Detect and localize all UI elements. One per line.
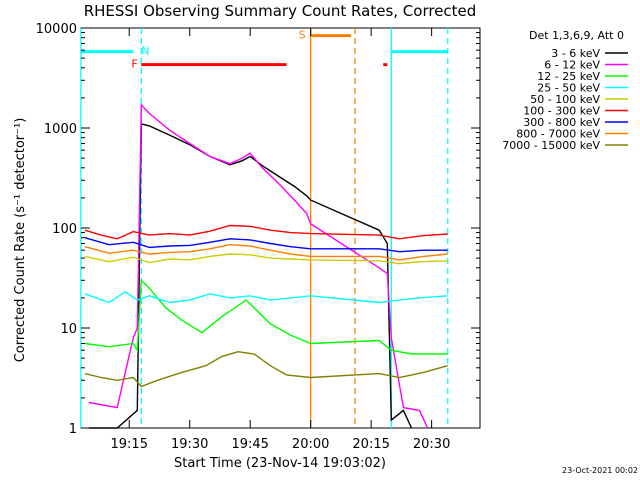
x-tick-label-4: 20:15: [352, 437, 389, 452]
legend-label-2: 12 - 25 keV: [537, 70, 600, 83]
series-line-3: [84, 290, 448, 304]
x-tick-label-5: 20:30: [413, 437, 450, 452]
series-line-0: [88, 123, 413, 429]
legend-label-6: 300 - 800 keV: [523, 116, 600, 129]
series-line-7: [84, 243, 448, 261]
x-tick-label-3: 20:00: [292, 437, 329, 452]
x-axis-ticks: 19:15 19:30 19:45 20:00 20:15 20:30: [111, 28, 450, 452]
flag-s-label: S: [299, 29, 306, 42]
series-line-8: [84, 350, 448, 388]
y-tick-label-3: 1000: [44, 122, 77, 137]
legend-label-1: 6 - 12 keV: [544, 59, 600, 72]
legend-label-0: 3 - 6 keV: [551, 47, 600, 60]
y-axis-label: Corrected Count Rate (s⁻¹ detector⁻¹): [13, 118, 28, 363]
chart-title: RHESSI Observing Summary Count Rates, Co…: [84, 2, 477, 20]
event-vertical-lines: [80, 28, 449, 428]
y-tick-label-2: 100: [52, 222, 77, 237]
rate-series: [84, 103, 448, 429]
legend-label-5: 100 - 300 keV: [523, 105, 600, 118]
flag-f-label: F: [131, 58, 137, 71]
series-line-2: [84, 278, 448, 355]
x-axis-label: Start Time (23-Nov-14 19:03:02): [174, 456, 386, 471]
series-line-4: [84, 253, 448, 265]
y-tick-label-4: 10000: [36, 22, 77, 37]
footer-date: 23-Oct-2021 00:02: [562, 466, 638, 475]
legend-label-8: 7000 - 15000 keV: [502, 139, 600, 152]
legend-label-7: 800 - 7000 keV: [516, 128, 600, 141]
y-tick-label-0: 1: [69, 422, 77, 437]
y-axis-ticks: 1 10 100 1000 10000: [36, 22, 480, 437]
legend-header: Det 1,3,6,9, Att 0: [529, 29, 624, 42]
x-tick-label-1: 19:30: [171, 437, 208, 452]
x-tick-label-2: 19:45: [231, 437, 268, 452]
series-line-6: [84, 237, 448, 253]
series-line-5: [84, 224, 448, 240]
legend-label-4: 50 - 100 keV: [530, 93, 600, 106]
attenuator-flags: NF S: [80, 29, 448, 71]
flag-n-label: N: [141, 45, 149, 58]
y-tick-label-1: 10: [60, 322, 77, 337]
series-line-1: [88, 103, 429, 429]
legend-label-3: 25 - 50 keV: [537, 82, 600, 95]
x-tick-label-0: 19:15: [111, 437, 148, 452]
